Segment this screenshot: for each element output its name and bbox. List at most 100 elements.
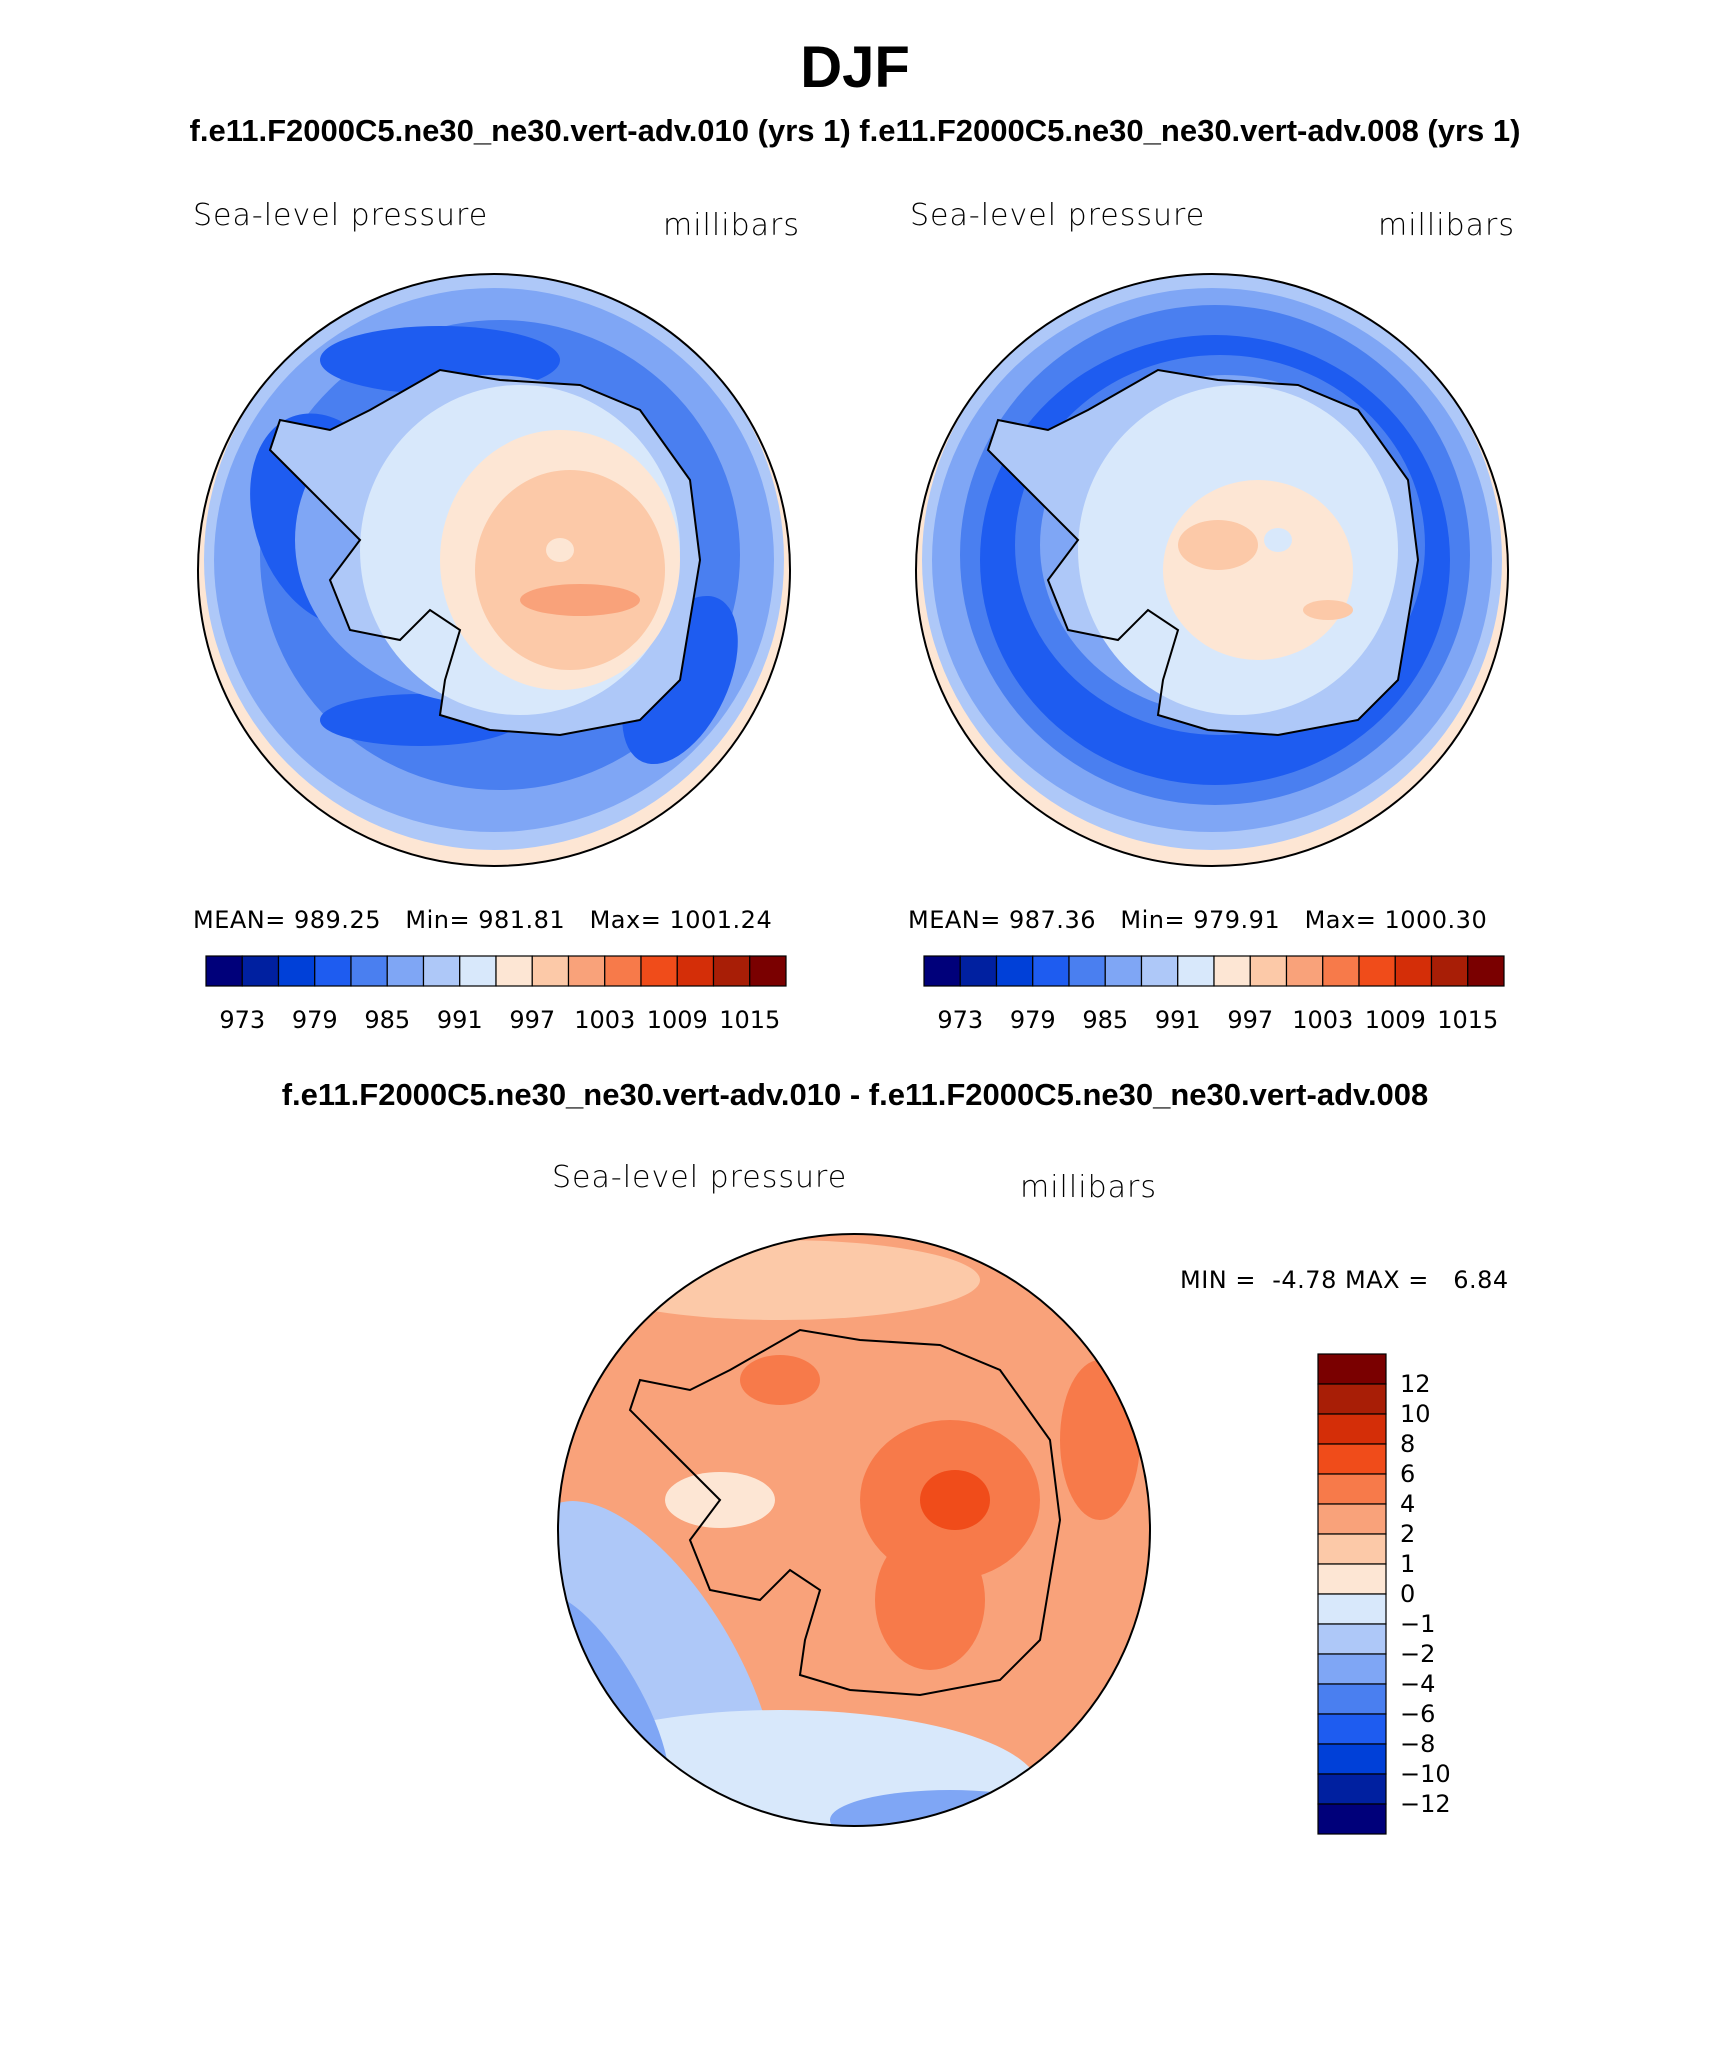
panel1-colorbar-box [386,955,425,987]
panel2-colorbar-tick: 979 [1010,1006,1056,1034]
panel1-colorbar-box [567,955,606,987]
panel2-map-border [915,273,1509,867]
panel3-colorbar-tick: 6 [1400,1460,1415,1488]
panel2-units-label: millibars [1378,208,1515,243]
panel1-colorbar-box [531,955,570,987]
panel1-colorbar-box [676,955,715,987]
panel1-colorbar-box [241,955,280,987]
panel1-map [198,274,790,866]
panel3-colorbar-box [1317,1503,1387,1535]
panel2-colorbar: 973 979 985 991 997 1003 1009 1015 [923,955,1505,1034]
panel3-colorbar-tick: −12 [1400,1790,1451,1818]
panel3-colorbar-box [1317,1533,1387,1565]
panel1-colorbar-tick: 991 [437,1006,483,1034]
panel1-colorbar-tick: 1009 [647,1006,708,1034]
panel1-colorbar-box [314,955,352,987]
panel1-units-label: millibars [663,208,800,243]
panel1-colorbar-box [277,955,316,987]
panel1-colorbar-tick: 1003 [574,1006,635,1034]
panel1-stats: MEAN= 989.25 Min= 981.81 Max= 1001.24 [193,906,773,934]
panel2-colorbar-box [959,955,998,987]
panel3-variable-label: Sea-level pressure [552,1160,848,1195]
panel1-colorbar-tick: 1015 [719,1006,780,1034]
panel1-variable-label: Sea-level pressure [193,198,489,233]
panel2-colorbar-tick: 991 [1155,1006,1201,1034]
panel3-colorbar-box [1317,1473,1387,1505]
panel3-colorbar-tick: −1 [1400,1610,1435,1638]
panel3-map [558,1234,1150,1826]
panel3-colorbar-tick: 2 [1400,1520,1415,1548]
panel3-colorbar-tick: 4 [1400,1490,1415,1518]
panel2-colorbar-box [923,955,961,987]
panel1-colorbar: 973 979 985 991 997 1003 1009 1015 [205,955,787,1034]
panel3-colorbar-box [1317,1683,1387,1715]
panel2-colorbar-tick: 1015 [1437,1006,1498,1034]
panel3-colorbar-tick: 8 [1400,1430,1415,1458]
panel1-colorbar-box [712,955,751,987]
panel2-colorbar-box [995,955,1034,987]
panel1-colorbar-tick: 997 [509,1006,555,1034]
panel2-colorbar-box [1358,955,1396,987]
panel2-colorbar-box [1467,955,1505,987]
panel3-colorbar-box [1317,1623,1387,1655]
panel2-colorbar-box [1032,955,1070,987]
panel2-colorbar-tick: 1009 [1365,1006,1426,1034]
panel3-colorbar-box [1317,1383,1387,1415]
panel2-colorbar-box [1177,955,1215,987]
panel3-colorbar-tick: −10 [1400,1760,1451,1788]
panel2-colorbar-tick: 997 [1227,1006,1273,1034]
panel2-colorbar-box [1394,955,1433,987]
panel3-colorbar-tick: −6 [1400,1700,1435,1728]
panel1-colorbar-tick: 979 [292,1006,338,1034]
panel2-colorbar-tick: 1003 [1292,1006,1353,1034]
panel3-colorbar-box [1317,1743,1387,1775]
panel3-colorbar-tick: 0 [1400,1580,1415,1608]
panel1-colorbar-box [459,955,497,987]
panel3-colorbar-box [1317,1413,1387,1445]
panel3-colorbar-box [1317,1803,1387,1835]
panel2-colorbar-box [1104,955,1143,987]
panel1-colorbar-box [205,955,243,987]
panel3-colorbar-tick: 1 [1400,1550,1415,1578]
difference-subtitle: f.e11.F2000C5.ne30_ne30.vert-adv.010 - f… [281,1077,1429,1112]
panel3-colorbar-box [1317,1653,1387,1685]
panel1-colorbar-tick: 973 [219,1006,265,1034]
panel1-colorbar-tick: 985 [364,1006,410,1034]
panel2-stats: MEAN= 987.36 Min= 979.91 Max= 1000.30 [908,906,1488,934]
panel2-colorbar-box [1430,955,1469,987]
panel1-colorbar-box [640,955,678,987]
panel3-colorbar-box [1317,1443,1387,1475]
panel3-units-label: millibars [1020,1170,1157,1205]
panel3-colorbar-box [1317,1593,1387,1625]
panel1-colorbar-box [422,955,461,987]
panel3-colorbar-tick: −2 [1400,1640,1435,1668]
panel3-colorbar-box [1317,1353,1387,1385]
case-subtitle: f.e11.F2000C5.ne30_ne30.vert-adv.010 (yr… [189,113,1521,148]
panel3-colorbar-tick: 10 [1400,1400,1431,1428]
panel3-colorbar-tick: 12 [1400,1370,1431,1398]
panel1-colorbar-box [749,955,787,987]
panel2-map [916,274,1508,866]
panel3-colorbar-box [1317,1563,1387,1595]
page-title: DJF [800,35,910,100]
panel2-variable-label: Sea-level pressure [910,198,1206,233]
panel3-map-border [557,1233,1151,1827]
panel3-colorbar-box [1317,1773,1387,1805]
panel1-colorbar-box [604,955,642,987]
panel2-colorbar-box [1213,955,1251,987]
panel2-colorbar-box [1068,955,1106,987]
panel3-stats: MIN = -4.78 MAX = 6.84 [1180,1266,1509,1294]
panel2-colorbar-box [1249,955,1288,987]
panel3-colorbar-tick: −4 [1400,1670,1435,1698]
panel2-colorbar-tick: 985 [1082,1006,1128,1034]
panel2-colorbar-box [1140,955,1179,987]
panel3-colorbar-tick: −8 [1400,1730,1435,1758]
panel3-colorbar-box [1317,1713,1387,1745]
panel1-map-border [197,273,791,867]
panel2-colorbar-box [1285,955,1324,987]
panel1-colorbar-box [350,955,388,987]
panel2-colorbar-tick: 973 [937,1006,983,1034]
panel1-colorbar-box [495,955,533,987]
